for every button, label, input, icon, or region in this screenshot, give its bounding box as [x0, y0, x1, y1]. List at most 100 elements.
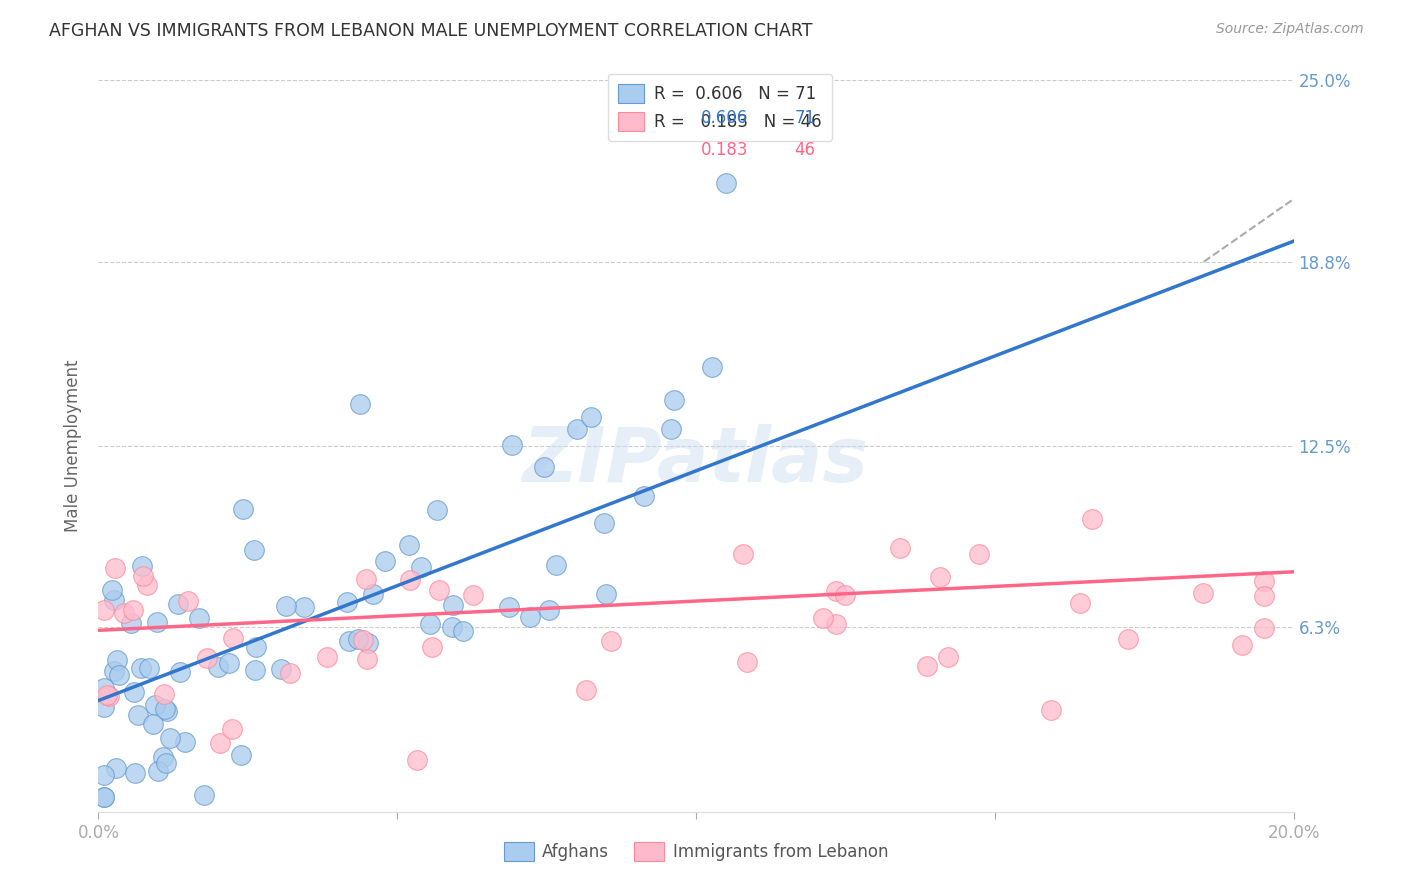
Point	[112, 606, 135, 620]
Point	[592, 516, 614, 530]
Point	[399, 573, 422, 587]
Point	[93, 768, 115, 782]
Point	[352, 633, 374, 648]
Point	[209, 736, 232, 750]
Point	[100, 583, 122, 598]
Point	[546, 558, 568, 572]
Point	[120, 616, 142, 631]
Text: AFGHAN VS IMMIGRANTS FROM LEBANON MALE UNEMPLOYMENT CORRELATION CHART: AFGHAN VS IMMIGRANTS FROM LEBANON MALE U…	[49, 22, 813, 40]
Point	[243, 543, 266, 558]
Point	[346, 632, 368, 646]
Point	[195, 651, 218, 665]
Point	[93, 603, 115, 617]
Point	[124, 765, 146, 780]
Point	[222, 631, 245, 645]
Point	[105, 653, 128, 667]
Point	[1253, 621, 1275, 635]
Point	[221, 722, 243, 736]
Point	[1081, 511, 1104, 525]
Point	[152, 687, 174, 701]
Point	[533, 460, 555, 475]
Point	[187, 611, 209, 625]
Point	[122, 603, 145, 617]
Point	[538, 603, 561, 617]
Point	[143, 698, 166, 712]
Point	[142, 716, 165, 731]
Point	[270, 662, 292, 676]
Point	[127, 707, 149, 722]
Point	[315, 649, 337, 664]
Point	[1230, 638, 1253, 652]
Text: 0.183: 0.183	[700, 141, 748, 159]
Point	[398, 538, 420, 552]
Point	[166, 597, 188, 611]
Point	[967, 547, 990, 561]
Point	[1040, 703, 1063, 717]
Point	[280, 665, 302, 680]
Point	[915, 658, 938, 673]
Point	[361, 587, 384, 601]
Point	[420, 640, 443, 654]
Point	[96, 689, 118, 703]
Point	[229, 747, 252, 762]
Point	[245, 640, 267, 654]
Point	[132, 569, 155, 583]
Point	[93, 681, 115, 695]
Point	[138, 661, 160, 675]
Point	[169, 665, 191, 680]
Point	[108, 668, 131, 682]
Point	[207, 660, 229, 674]
Point	[124, 685, 146, 699]
Point	[700, 359, 723, 374]
Point	[501, 438, 523, 452]
Point	[349, 397, 371, 411]
Point	[440, 620, 463, 634]
Point	[461, 588, 484, 602]
Point	[245, 663, 267, 677]
Point	[173, 735, 195, 749]
Point	[356, 652, 378, 666]
Point	[156, 704, 179, 718]
Point	[1253, 574, 1275, 588]
Point	[579, 410, 602, 425]
Point	[519, 609, 541, 624]
Point	[336, 595, 359, 609]
Point	[733, 547, 755, 561]
Point	[575, 682, 598, 697]
Point	[411, 560, 433, 574]
Point	[441, 599, 464, 613]
Point	[936, 649, 959, 664]
Point	[498, 600, 520, 615]
Text: 0.606: 0.606	[700, 110, 748, 128]
Point	[155, 756, 177, 770]
Point	[152, 749, 174, 764]
Point	[354, 572, 377, 586]
Point	[103, 665, 125, 679]
Point	[928, 570, 950, 584]
Point	[451, 624, 474, 639]
Point	[825, 617, 848, 632]
Point	[93, 700, 115, 714]
Text: 71: 71	[794, 110, 815, 128]
Point	[98, 689, 121, 703]
Point	[1253, 589, 1275, 603]
Point	[155, 702, 177, 716]
Point	[419, 616, 441, 631]
Point	[105, 760, 128, 774]
Point	[193, 788, 215, 802]
Point	[129, 660, 152, 674]
Point	[834, 589, 856, 603]
Point	[337, 633, 360, 648]
Point	[93, 789, 115, 804]
Point	[405, 753, 427, 767]
Point	[136, 578, 159, 592]
Point	[735, 655, 758, 669]
Point	[426, 502, 449, 516]
Point	[889, 541, 911, 556]
Point	[131, 559, 153, 574]
Point	[595, 587, 617, 601]
Point	[103, 592, 125, 607]
Point	[159, 731, 181, 745]
Point	[232, 501, 254, 516]
Point	[811, 611, 834, 625]
